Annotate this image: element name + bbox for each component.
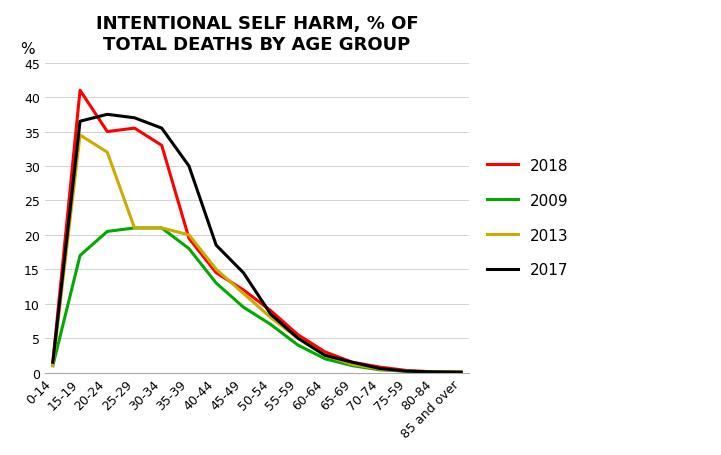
Line: 2009: 2009	[53, 228, 461, 372]
2009	[293, 343, 302, 348]
2013	[457, 369, 466, 375]
2013	[402, 369, 411, 374]
2018	[157, 143, 166, 149]
2013	[212, 267, 221, 273]
2017	[266, 312, 275, 317]
2017	[212, 243, 221, 248]
2017	[375, 366, 384, 371]
Legend: 2018, 2009, 2013, 2017: 2018, 2009, 2013, 2017	[481, 152, 575, 284]
2017	[185, 164, 193, 169]
2017	[157, 126, 166, 131]
2013	[293, 336, 302, 341]
2009	[457, 369, 466, 375]
2018	[266, 308, 275, 313]
2013	[185, 233, 193, 238]
Title: INTENTIONAL SELF HARM, % OF
TOTAL DEATHS BY AGE GROUP: INTENTIONAL SELF HARM, % OF TOTAL DEATHS…	[96, 15, 418, 54]
Line: 2018: 2018	[53, 91, 461, 372]
2018	[131, 126, 139, 131]
2009	[103, 229, 112, 235]
2013	[321, 353, 329, 358]
2017	[321, 353, 329, 358]
2009	[212, 281, 221, 286]
2017	[131, 116, 139, 121]
2017	[348, 360, 357, 365]
2009	[402, 369, 411, 374]
2017	[76, 119, 84, 125]
2009	[157, 226, 166, 231]
2017	[103, 112, 112, 118]
2013	[103, 150, 112, 156]
2009	[348, 363, 357, 369]
2018	[348, 360, 357, 365]
2018	[48, 360, 57, 365]
2009	[131, 226, 139, 231]
2018	[321, 349, 329, 355]
2013	[157, 226, 166, 231]
2009	[185, 246, 193, 252]
2018	[212, 270, 221, 276]
2017	[239, 270, 248, 276]
2009	[48, 363, 57, 369]
2009	[266, 322, 275, 328]
2009	[321, 356, 329, 362]
2018	[402, 368, 411, 374]
2017	[457, 369, 466, 375]
2009	[239, 305, 248, 310]
2013	[76, 133, 84, 138]
Line: 2013: 2013	[53, 136, 461, 372]
2018	[430, 369, 438, 375]
2013	[348, 362, 357, 367]
2018	[457, 369, 466, 375]
2017	[48, 360, 57, 365]
2018	[103, 130, 112, 135]
2013	[239, 291, 248, 297]
2009	[76, 253, 84, 258]
2013	[430, 369, 438, 375]
Y-axis label: %: %	[20, 42, 35, 57]
2009	[375, 367, 384, 373]
2018	[293, 332, 302, 338]
2009	[430, 369, 438, 375]
2013	[266, 315, 275, 320]
2018	[375, 364, 384, 370]
2013	[48, 363, 57, 369]
2018	[239, 288, 248, 293]
2018	[76, 88, 84, 94]
2018	[185, 236, 193, 242]
2017	[293, 336, 302, 341]
Line: 2017: 2017	[53, 115, 461, 372]
2017	[430, 369, 438, 375]
2017	[402, 369, 411, 374]
2013	[131, 226, 139, 231]
2013	[375, 367, 384, 372]
